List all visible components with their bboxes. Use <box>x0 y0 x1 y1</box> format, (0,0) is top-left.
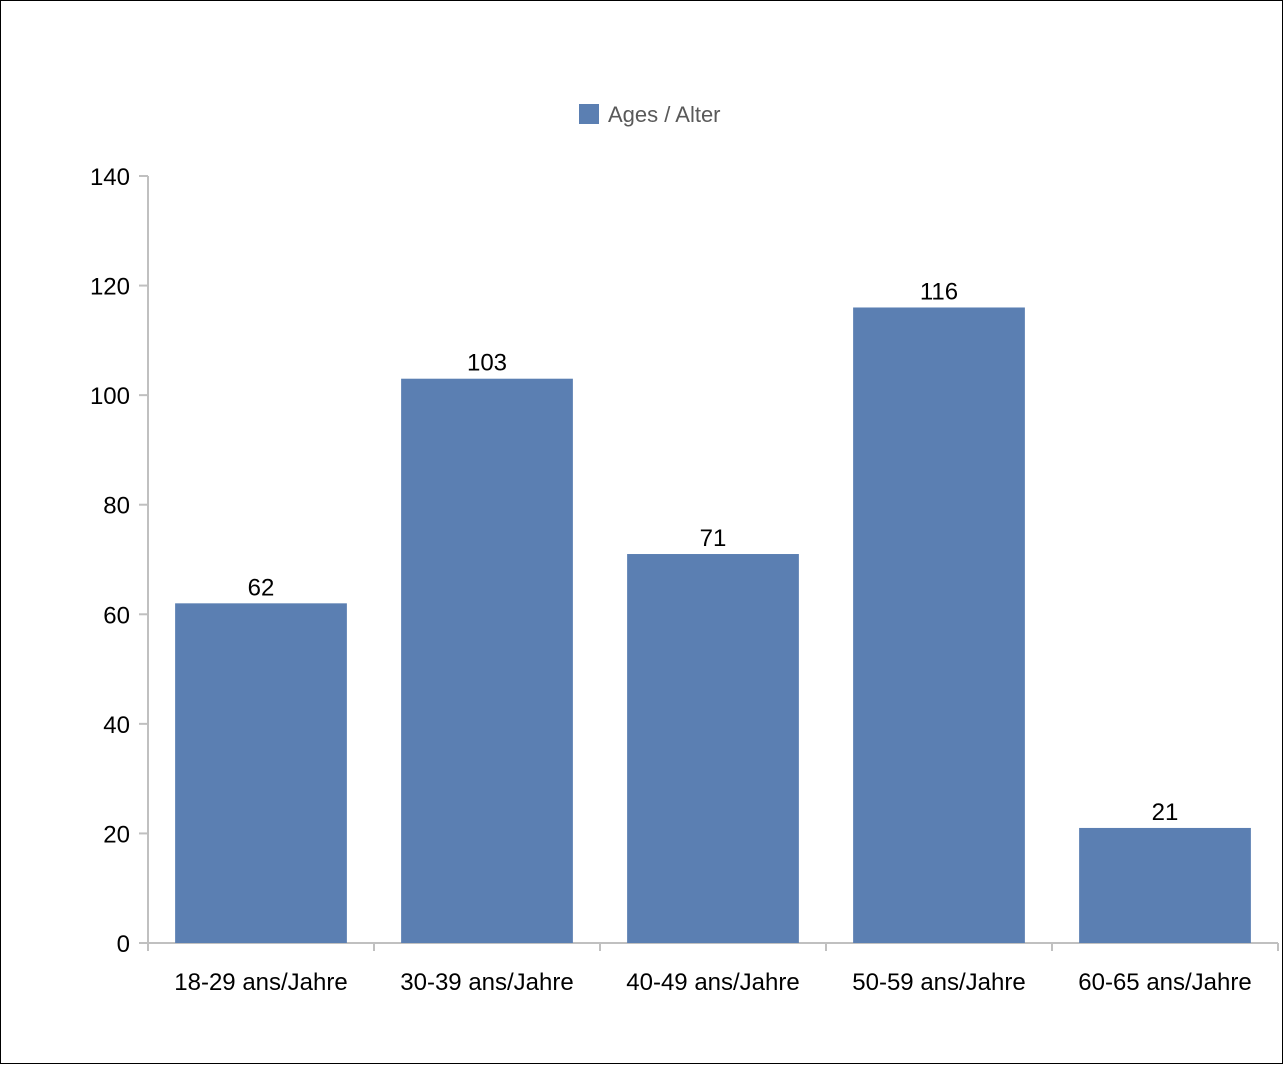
bar <box>1079 827 1251 943</box>
data-label: 21 <box>1152 799 1179 826</box>
legend: Ages / Alter <box>579 102 721 127</box>
x-category-label: 18-29 ans/Jahre <box>174 969 347 996</box>
data-label: 116 <box>920 278 958 305</box>
bar <box>627 554 799 943</box>
bars <box>175 307 1251 943</box>
x-category-label: 60-65 ans/Jahre <box>1078 969 1251 996</box>
y-tick-label: 120 <box>90 274 130 301</box>
bar <box>853 307 1025 943</box>
x-category-label: 50-59 ans/Jahre <box>852 969 1025 996</box>
y-tick-label: 40 <box>103 712 130 739</box>
y-tick-label: 20 <box>103 821 130 848</box>
y-tick-label: 100 <box>90 383 130 410</box>
y-tick-label: 0 <box>117 931 130 958</box>
y-tick-label: 140 <box>90 164 130 191</box>
data-label: 71 <box>700 525 727 552</box>
bar <box>175 603 347 943</box>
bar <box>401 378 573 943</box>
x-category-label: 40-49 ans/Jahre <box>626 969 799 996</box>
legend-label: Ages / Alter <box>608 102 721 127</box>
legend-swatch <box>579 104 599 124</box>
x-category-label: 30-39 ans/Jahre <box>400 969 573 996</box>
y-tick-label: 80 <box>103 493 130 520</box>
data-label: 103 <box>467 350 507 377</box>
y-tick-label: 60 <box>103 602 130 629</box>
data-label: 62 <box>248 574 275 601</box>
labels: 62 18-29 ans/Jahre 103 30-39 ans/Jahre 71 40-… <box>174 278 1251 996</box>
